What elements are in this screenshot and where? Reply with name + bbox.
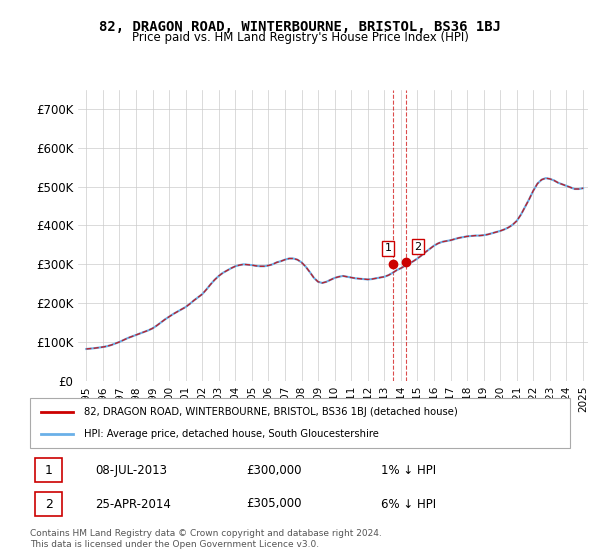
Text: 1% ↓ HPI: 1% ↓ HPI: [381, 464, 436, 477]
Text: 08-JUL-2013: 08-JUL-2013: [95, 464, 167, 477]
Text: 25-APR-2014: 25-APR-2014: [95, 497, 170, 511]
Text: Price paid vs. HM Land Registry's House Price Index (HPI): Price paid vs. HM Land Registry's House …: [131, 31, 469, 44]
Text: £305,000: £305,000: [246, 497, 302, 511]
FancyBboxPatch shape: [35, 492, 62, 516]
Text: 2: 2: [414, 241, 421, 251]
FancyBboxPatch shape: [30, 398, 570, 448]
Text: 1: 1: [385, 244, 391, 254]
Text: 6% ↓ HPI: 6% ↓ HPI: [381, 497, 436, 511]
Text: 2: 2: [45, 497, 53, 511]
Text: £300,000: £300,000: [246, 464, 302, 477]
Text: 1: 1: [45, 464, 53, 477]
Text: 82, DRAGON ROAD, WINTERBOURNE, BRISTOL, BS36 1BJ (detached house): 82, DRAGON ROAD, WINTERBOURNE, BRISTOL, …: [84, 407, 458, 417]
FancyBboxPatch shape: [35, 458, 62, 483]
Text: Contains HM Land Registry data © Crown copyright and database right 2024.
This d: Contains HM Land Registry data © Crown c…: [30, 529, 382, 549]
Text: HPI: Average price, detached house, South Gloucestershire: HPI: Average price, detached house, Sout…: [84, 429, 379, 439]
Text: 82, DRAGON ROAD, WINTERBOURNE, BRISTOL, BS36 1BJ: 82, DRAGON ROAD, WINTERBOURNE, BRISTOL, …: [99, 20, 501, 34]
